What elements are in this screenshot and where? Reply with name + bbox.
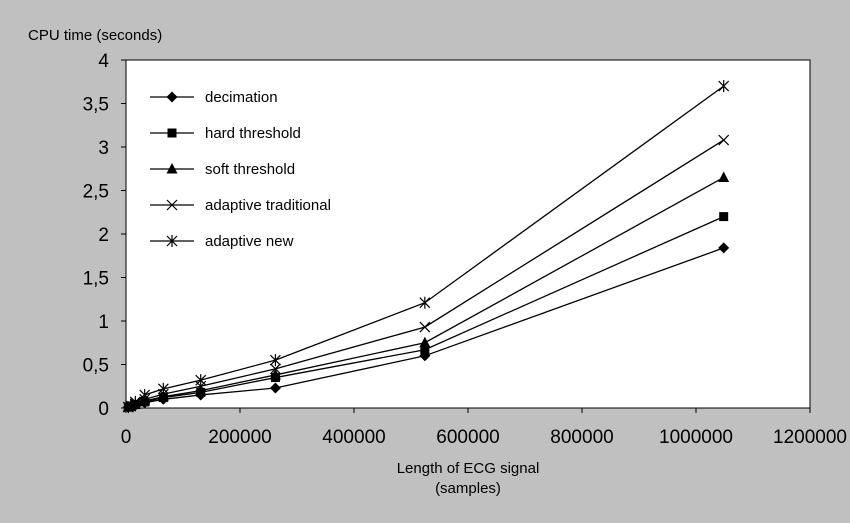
legend-label: adaptive traditional <box>205 197 331 214</box>
data-point <box>718 80 730 93</box>
x-tick-label: 400000 <box>322 427 385 448</box>
data-point <box>718 242 730 254</box>
data-point <box>125 399 137 412</box>
data-point <box>269 368 281 380</box>
legend-label: decimation <box>205 89 278 106</box>
data-point <box>419 336 431 348</box>
series-layer <box>122 80 730 414</box>
legend-item: adaptive traditional <box>150 197 331 214</box>
legend-marker <box>166 199 178 211</box>
legend: decimation hard threshold soft threshold ad… <box>150 89 331 250</box>
data-point <box>718 134 730 146</box>
data-point <box>269 354 281 367</box>
y-tick-label: 3 <box>98 138 109 159</box>
data-point <box>420 345 430 355</box>
data-point <box>269 382 281 394</box>
x-axis-label-line-1: Length of ECG signal <box>397 460 540 477</box>
legend-marker <box>166 163 178 174</box>
x-tick-label: 600000 <box>436 427 499 448</box>
y-tick-label: 2,5 <box>83 182 109 203</box>
y-tick-label: 0 <box>98 399 109 420</box>
legend-marker <box>167 128 177 138</box>
legend-label: hard threshold <box>205 125 301 142</box>
y-tick-label: 2 <box>98 225 109 246</box>
y-tick-label: 0,5 <box>83 356 109 377</box>
series-adaptive-new <box>122 80 730 414</box>
data-point <box>419 321 431 333</box>
legend-marker <box>166 235 178 247</box>
legend-item: adaptive new <box>150 233 294 250</box>
y-tick-label: 3,5 <box>83 95 109 116</box>
data-point <box>157 390 169 402</box>
data-point <box>195 374 207 387</box>
x-tick-label: 800000 <box>550 427 613 448</box>
x-tick-label: 1000000 <box>659 427 733 448</box>
data-point <box>269 363 281 375</box>
data-point <box>718 171 730 182</box>
legend-label: soft threshold <box>205 161 295 178</box>
data-point <box>139 388 151 401</box>
legend-item: hard threshold <box>150 125 301 142</box>
axes: 0 0,5 1 1,5 2 2,5 3 3,5 4 0 200000 400000 600000 8000… <box>83 51 847 448</box>
y-tick-label: 1 <box>98 312 109 333</box>
legend-item: soft threshold <box>150 161 295 178</box>
x-tick-label: 1200000 <box>773 427 847 448</box>
plot-area <box>125 59 811 409</box>
legend-item: decimation <box>150 89 278 106</box>
x-tick-label: 0 <box>121 427 132 448</box>
data-point <box>419 296 431 309</box>
data-point <box>129 395 141 408</box>
y-tick-label: 1,5 <box>83 269 109 290</box>
data-point <box>195 384 207 396</box>
y-tick-label: 4 <box>98 51 109 72</box>
data-point <box>157 382 169 395</box>
x-axis-label-line-2: (samples) <box>435 480 501 497</box>
legend-marker <box>166 91 178 103</box>
y-axis-label: CPU time (seconds) <box>28 27 162 44</box>
data-point <box>719 212 729 222</box>
x-tick-label: 200000 <box>208 427 271 448</box>
legend-label: adaptive new <box>205 233 294 250</box>
